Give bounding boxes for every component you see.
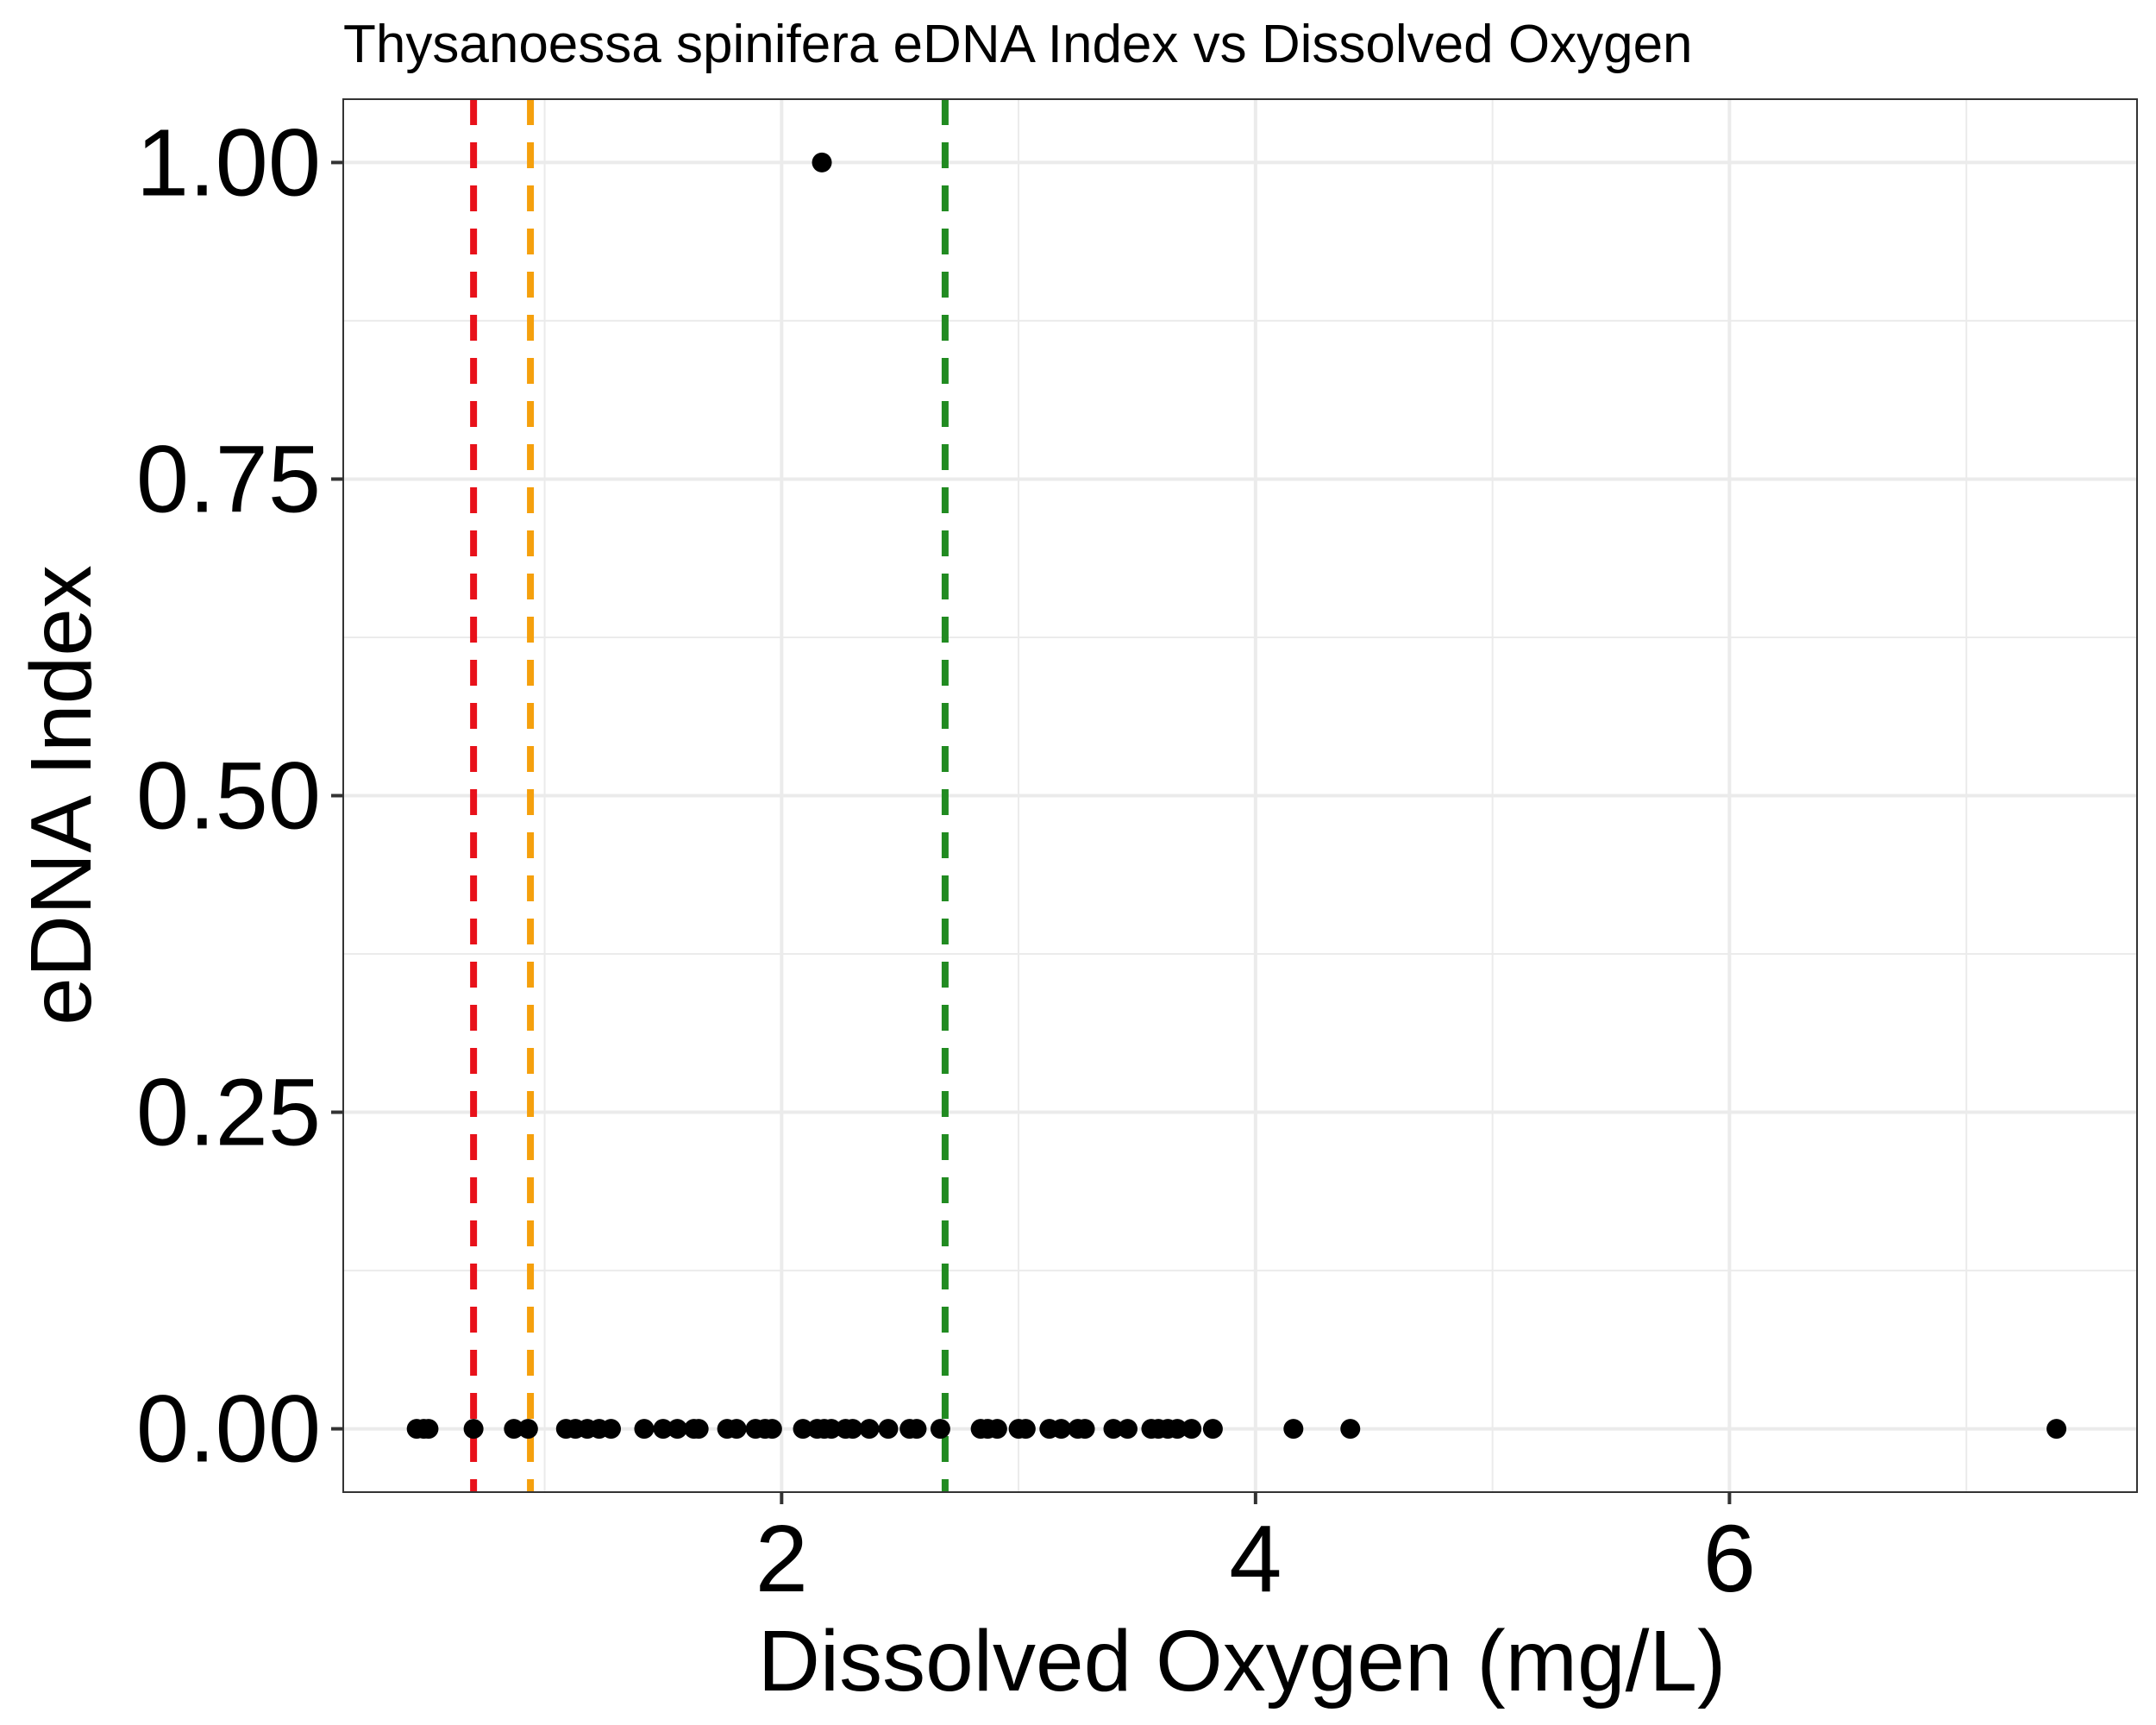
plot-area: 0.00 0.25 0.50 0.75 1.00 2 4 6 (136, 98, 2138, 1612)
data-point (930, 1419, 950, 1440)
data-point (812, 152, 832, 172)
data-point (859, 1419, 880, 1440)
data-point (600, 1419, 621, 1440)
data-point (504, 1419, 524, 1440)
data-point (1283, 1419, 1304, 1440)
data-point (463, 1419, 484, 1440)
data-point (1202, 1419, 1223, 1440)
data-point (726, 1419, 747, 1440)
x-axis-title: Dissolved Oxygen (mg/L) (758, 1613, 1727, 1709)
data-point (1051, 1419, 1072, 1440)
data-point (418, 1419, 439, 1440)
y-tick-label: 0.00 (136, 1377, 321, 1483)
data-point (1340, 1419, 1361, 1440)
data-point (1015, 1419, 1036, 1440)
data-point (653, 1419, 674, 1440)
data-point (843, 1419, 863, 1440)
y-tick-label: 0.75 (136, 426, 321, 532)
chart-title: Thysanoessa spinifera eDNA Index vs Diss… (343, 15, 1693, 74)
data-point (1181, 1419, 1202, 1440)
data-point (821, 1419, 842, 1440)
data-point (761, 1419, 782, 1440)
x-tick-label: 2 (755, 1506, 808, 1612)
data-point (1103, 1419, 1124, 1440)
data-point (688, 1419, 709, 1440)
data-point (1167, 1419, 1188, 1440)
data-point (634, 1419, 655, 1440)
data-point (906, 1419, 927, 1440)
x-tick-label: 4 (1229, 1506, 1282, 1612)
data-point (1117, 1419, 1138, 1440)
y-tick-label: 1.00 (136, 110, 321, 216)
data-point (667, 1419, 687, 1440)
data-point (2046, 1419, 2067, 1440)
data-point (987, 1419, 1007, 1440)
y-axis-title: eDNA Index (13, 565, 110, 1026)
data-point (793, 1419, 813, 1440)
y-tick-label: 0.50 (136, 743, 321, 850)
data-point (878, 1419, 899, 1440)
x-tick-label: 6 (1703, 1506, 1756, 1612)
data-point (1075, 1419, 1095, 1440)
y-tick-label: 0.25 (136, 1060, 321, 1166)
data-point (517, 1419, 538, 1440)
